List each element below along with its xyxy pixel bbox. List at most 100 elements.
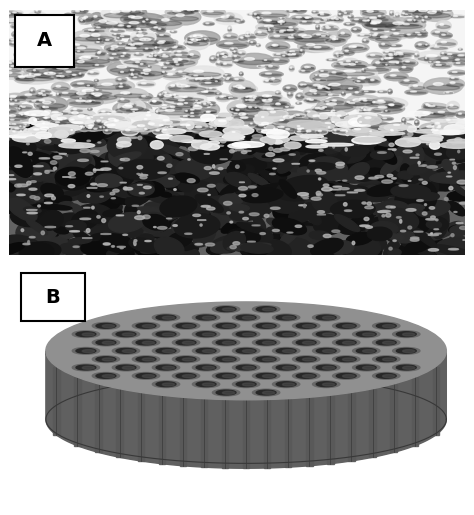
Ellipse shape <box>142 120 166 130</box>
Ellipse shape <box>88 125 93 126</box>
Ellipse shape <box>247 241 255 242</box>
Ellipse shape <box>174 188 176 191</box>
Ellipse shape <box>296 103 301 104</box>
Ellipse shape <box>175 83 182 87</box>
Ellipse shape <box>369 168 396 183</box>
Ellipse shape <box>404 32 417 38</box>
Ellipse shape <box>442 146 446 147</box>
Ellipse shape <box>252 96 259 101</box>
Ellipse shape <box>308 236 328 247</box>
Ellipse shape <box>14 101 19 102</box>
Ellipse shape <box>373 29 377 30</box>
Ellipse shape <box>84 89 119 104</box>
Ellipse shape <box>343 13 350 15</box>
Ellipse shape <box>324 85 332 92</box>
Ellipse shape <box>340 149 366 163</box>
Ellipse shape <box>272 44 278 46</box>
Ellipse shape <box>9 40 21 47</box>
Ellipse shape <box>188 159 190 160</box>
Ellipse shape <box>85 126 101 129</box>
Ellipse shape <box>125 204 138 222</box>
Ellipse shape <box>212 356 240 363</box>
Ellipse shape <box>229 203 273 221</box>
Ellipse shape <box>191 33 202 41</box>
Ellipse shape <box>26 137 39 142</box>
Ellipse shape <box>52 65 65 70</box>
Ellipse shape <box>364 135 385 142</box>
Ellipse shape <box>390 57 393 58</box>
Ellipse shape <box>271 130 284 132</box>
Ellipse shape <box>329 121 339 123</box>
Ellipse shape <box>429 173 462 182</box>
Ellipse shape <box>262 129 266 130</box>
Ellipse shape <box>257 169 273 186</box>
Ellipse shape <box>335 195 345 196</box>
Ellipse shape <box>169 202 209 216</box>
Ellipse shape <box>101 111 105 112</box>
Ellipse shape <box>70 107 83 113</box>
Ellipse shape <box>217 184 239 197</box>
Ellipse shape <box>128 45 140 47</box>
Ellipse shape <box>72 110 97 126</box>
Ellipse shape <box>385 24 422 29</box>
Ellipse shape <box>113 127 137 139</box>
Ellipse shape <box>8 123 24 126</box>
Ellipse shape <box>227 35 230 37</box>
Ellipse shape <box>279 238 307 253</box>
Ellipse shape <box>456 114 466 116</box>
Ellipse shape <box>444 170 474 186</box>
Ellipse shape <box>197 230 228 244</box>
Ellipse shape <box>43 156 71 176</box>
Ellipse shape <box>401 123 406 126</box>
Ellipse shape <box>141 83 146 84</box>
Ellipse shape <box>98 109 112 116</box>
Ellipse shape <box>14 25 18 26</box>
Ellipse shape <box>390 45 401 46</box>
Ellipse shape <box>122 146 153 165</box>
Ellipse shape <box>64 213 84 227</box>
Ellipse shape <box>192 348 220 354</box>
Ellipse shape <box>89 31 99 32</box>
Ellipse shape <box>231 88 253 93</box>
Ellipse shape <box>253 356 280 363</box>
Ellipse shape <box>33 133 67 151</box>
Ellipse shape <box>385 54 401 59</box>
Ellipse shape <box>288 116 294 119</box>
Ellipse shape <box>463 240 466 241</box>
Ellipse shape <box>92 322 119 329</box>
Ellipse shape <box>265 80 268 81</box>
Ellipse shape <box>363 333 375 336</box>
Ellipse shape <box>69 131 104 145</box>
Ellipse shape <box>7 176 16 192</box>
Ellipse shape <box>211 209 249 228</box>
Ellipse shape <box>9 62 12 63</box>
Ellipse shape <box>254 106 259 109</box>
Ellipse shape <box>337 131 356 133</box>
Ellipse shape <box>291 150 311 162</box>
Ellipse shape <box>262 17 281 26</box>
Ellipse shape <box>435 128 446 129</box>
Ellipse shape <box>369 36 384 39</box>
Ellipse shape <box>330 189 341 190</box>
Ellipse shape <box>337 373 356 379</box>
Ellipse shape <box>39 158 50 159</box>
Ellipse shape <box>116 215 124 216</box>
Ellipse shape <box>188 147 198 150</box>
Ellipse shape <box>80 149 90 152</box>
Ellipse shape <box>52 49 58 50</box>
Ellipse shape <box>6 20 21 24</box>
Ellipse shape <box>64 16 73 18</box>
Ellipse shape <box>225 16 234 18</box>
Ellipse shape <box>288 37 293 38</box>
Ellipse shape <box>319 149 323 151</box>
Ellipse shape <box>98 39 101 41</box>
Ellipse shape <box>18 125 23 128</box>
Ellipse shape <box>152 331 180 337</box>
Ellipse shape <box>9 109 47 121</box>
Ellipse shape <box>128 73 139 78</box>
Ellipse shape <box>11 127 27 131</box>
Ellipse shape <box>24 123 64 145</box>
Ellipse shape <box>402 333 415 336</box>
Ellipse shape <box>402 66 406 68</box>
Ellipse shape <box>116 365 136 370</box>
